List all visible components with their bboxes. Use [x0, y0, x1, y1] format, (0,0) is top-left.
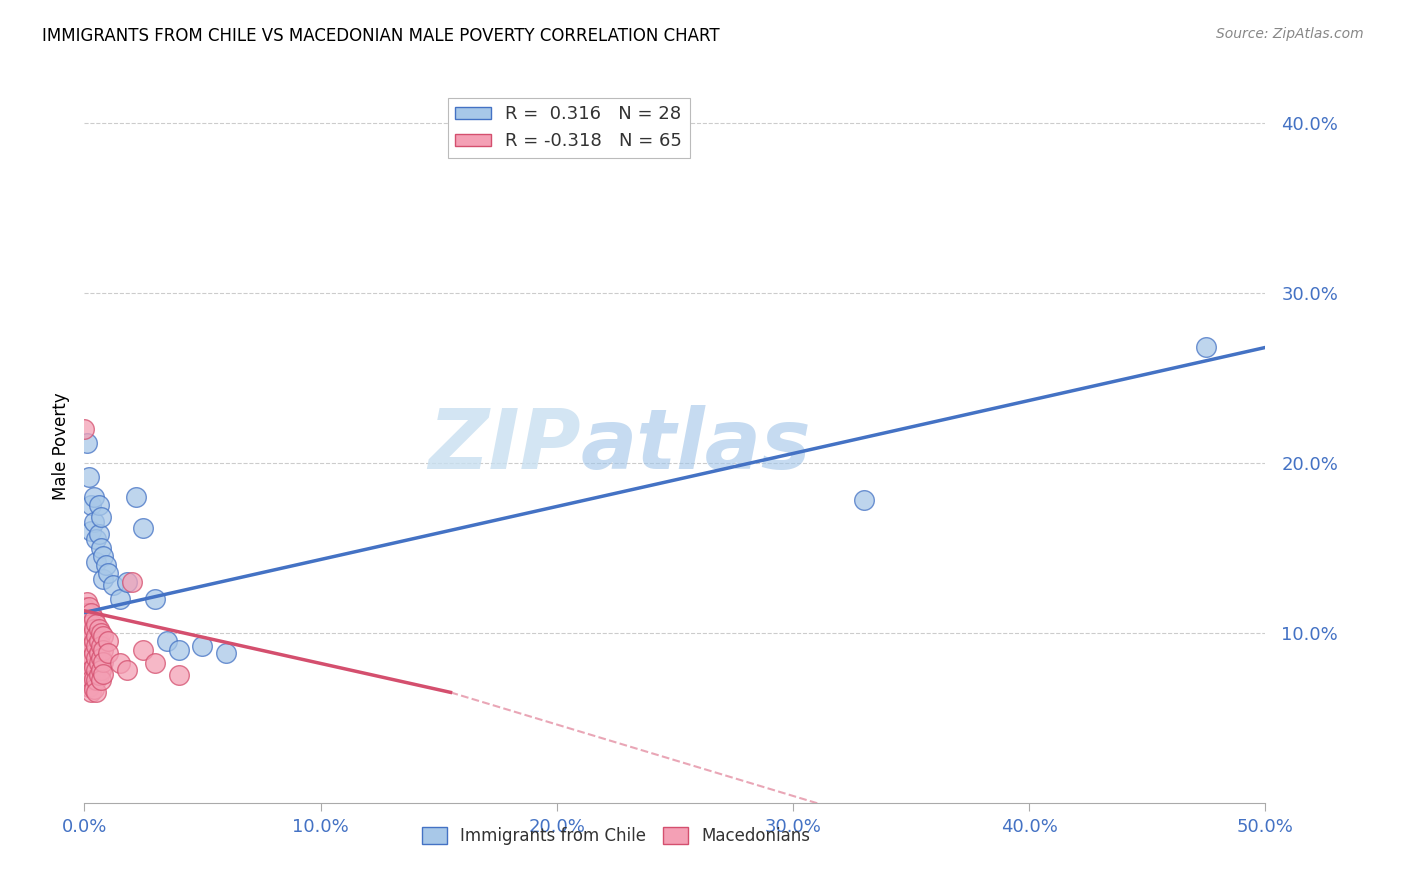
Point	[91, 655, 114, 669]
Point	[83, 490, 105, 504]
Point	[167, 668, 190, 682]
Point	[101, 578, 124, 592]
Point	[108, 657, 131, 671]
Point	[84, 617, 107, 632]
Point	[77, 680, 100, 694]
Text: Source: ZipAtlas.com: Source: ZipAtlas.com	[1216, 27, 1364, 41]
Point	[87, 668, 110, 682]
Point	[91, 629, 114, 643]
Point	[83, 660, 105, 674]
Point	[87, 657, 110, 671]
Point	[156, 634, 179, 648]
Point	[87, 623, 110, 637]
Point	[90, 651, 112, 665]
Point	[143, 657, 166, 671]
Point	[90, 673, 112, 688]
Point	[97, 634, 120, 648]
Point	[73, 623, 96, 637]
Point	[77, 623, 100, 637]
Point	[91, 666, 114, 681]
Point	[76, 595, 98, 609]
Point	[132, 520, 155, 534]
Point	[108, 591, 131, 606]
Point	[91, 643, 114, 657]
Text: ZIP: ZIP	[427, 406, 581, 486]
Point	[87, 634, 110, 648]
Point	[80, 673, 103, 688]
Point	[77, 657, 100, 671]
Point	[83, 612, 105, 626]
Legend: Immigrants from Chile, Macedonians: Immigrants from Chile, Macedonians	[415, 820, 817, 852]
Y-axis label: Male Poverty: Male Poverty	[52, 392, 70, 500]
Point	[77, 646, 100, 660]
Text: atlas: atlas	[581, 406, 811, 486]
Point	[76, 663, 98, 677]
Point	[84, 533, 107, 547]
Point	[852, 493, 875, 508]
Point	[84, 629, 107, 643]
Point	[76, 617, 98, 632]
Point	[87, 499, 110, 513]
Point	[125, 490, 148, 504]
Point	[91, 549, 114, 564]
Point	[73, 612, 96, 626]
Point	[77, 600, 100, 615]
Point	[91, 572, 114, 586]
Text: IMMIGRANTS FROM CHILE VS MACEDONIAN MALE POVERTY CORRELATION CHART: IMMIGRANTS FROM CHILE VS MACEDONIAN MALE…	[42, 27, 720, 45]
Point	[143, 591, 166, 606]
Point	[83, 681, 105, 696]
Point	[73, 600, 96, 615]
Point	[83, 634, 105, 648]
Point	[215, 646, 238, 660]
Point	[132, 643, 155, 657]
Point	[84, 685, 107, 699]
Point	[97, 566, 120, 581]
Point	[94, 558, 117, 572]
Point	[77, 469, 100, 483]
Point	[80, 629, 103, 643]
Point	[80, 685, 103, 699]
Point	[90, 626, 112, 640]
Point	[76, 640, 98, 654]
Point	[90, 640, 112, 654]
Point	[77, 668, 100, 682]
Point	[76, 435, 98, 450]
Point	[115, 663, 138, 677]
Point	[80, 606, 103, 620]
Point	[84, 663, 107, 677]
Point	[90, 663, 112, 677]
Point	[83, 516, 105, 530]
Point	[1195, 341, 1218, 355]
Point	[121, 574, 143, 589]
Point	[90, 510, 112, 524]
Point	[83, 672, 105, 686]
Point	[77, 612, 100, 626]
Point	[84, 651, 107, 665]
Point	[84, 555, 107, 569]
Point	[76, 673, 98, 688]
Point	[90, 541, 112, 555]
Point	[167, 643, 190, 657]
Point	[80, 499, 103, 513]
Point	[80, 663, 103, 677]
Point	[80, 617, 103, 632]
Point	[76, 606, 98, 620]
Point	[115, 574, 138, 589]
Point	[83, 623, 105, 637]
Point	[77, 634, 100, 648]
Point	[73, 629, 96, 643]
Point	[76, 651, 98, 665]
Point	[97, 646, 120, 660]
Point	[84, 673, 107, 688]
Point	[80, 524, 103, 538]
Point	[87, 527, 110, 541]
Point	[80, 640, 103, 654]
Point	[80, 651, 103, 665]
Point	[191, 640, 214, 654]
Point	[84, 640, 107, 654]
Point	[73, 422, 96, 436]
Point	[87, 646, 110, 660]
Point	[83, 646, 105, 660]
Point	[76, 629, 98, 643]
